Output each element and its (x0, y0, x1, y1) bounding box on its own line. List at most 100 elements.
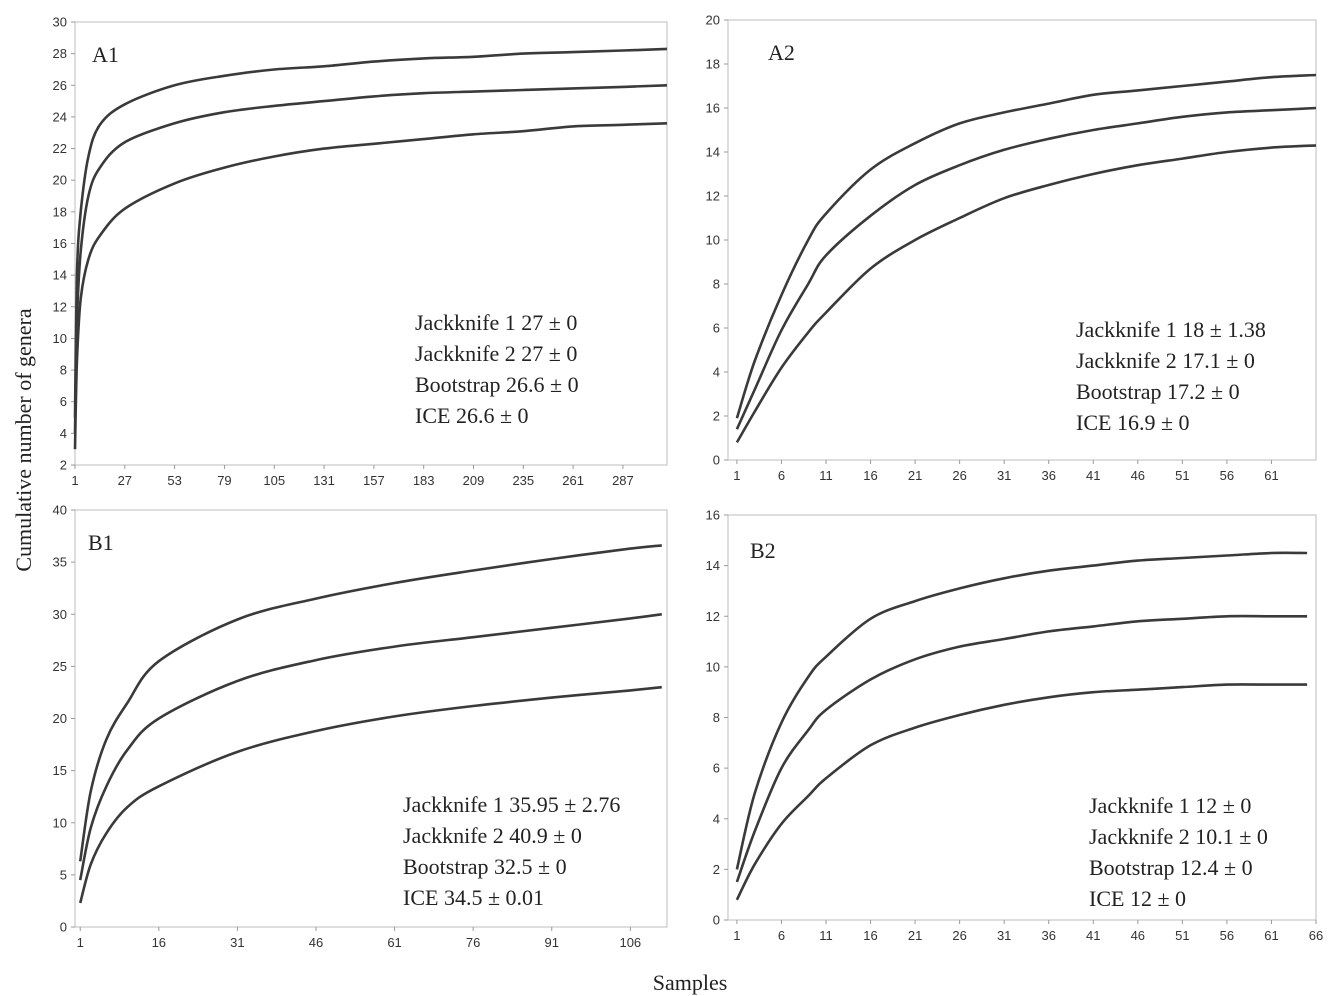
panel-label: B2 (750, 538, 776, 563)
x-axis-title: Samples (653, 970, 728, 995)
y-tick-label: 2 (713, 862, 720, 877)
lower-bound-curve (78, 685, 662, 904)
y-tick-label: 0 (713, 913, 720, 928)
y-tick-label: 10 (706, 659, 720, 674)
estimator-annotation: Jackknife 2 10.1 ± 0 (1089, 824, 1268, 849)
x-tick-label: 51 (1175, 468, 1189, 483)
x-tick-label: 131 (313, 473, 335, 488)
x-tick-label: 106 (619, 935, 641, 950)
y-tick-label: 20 (706, 13, 720, 28)
mean-curve (78, 613, 662, 881)
x-tick-label: 36 (1041, 928, 1055, 943)
estimator-annotation: Jackknife 2 27 ± 0 (415, 341, 577, 366)
panel-label: B1 (88, 530, 114, 555)
upper-bound-curve (73, 47, 668, 418)
x-tick-label: 41 (1086, 928, 1100, 943)
x-tick-label: 183 (413, 473, 435, 488)
mean-curve (735, 106, 1317, 430)
y-tick-label: 28 (53, 46, 67, 61)
y-tick-label: 6 (60, 394, 67, 409)
x-tick-label: 91 (545, 935, 559, 950)
estimator-annotation: Jackknife 1 35.95 ± 2.76 (403, 792, 620, 817)
y-tick-label: 10 (53, 331, 67, 346)
y-tick-label: 35 (53, 555, 67, 570)
x-tick-label: 41 (1086, 468, 1100, 483)
y-tick-label: 4 (713, 811, 720, 826)
x-tick-label: 31 (230, 935, 244, 950)
y-tick-label: 5 (60, 867, 67, 882)
y-tick-label: 8 (713, 710, 720, 725)
estimator-annotation: Jackknife 1 18 ± 1.38 (1076, 317, 1266, 342)
y-tick-label: 12 (706, 189, 720, 204)
x-tick-label: 16 (152, 935, 166, 950)
x-tick-label: 61 (1264, 468, 1278, 483)
y-axis-title: Cumulative number of genera (11, 308, 36, 572)
x-tick-label: 56 (1220, 468, 1234, 483)
x-tick-label: 26 (952, 468, 966, 483)
plot-frame (74, 509, 668, 928)
y-tick-label: 6 (713, 321, 720, 336)
panel-label: A1 (92, 42, 119, 67)
y-tick-label: 12 (53, 299, 67, 314)
y-tick-label: 0 (713, 453, 720, 468)
estimator-annotation: Bootstrap 32.5 ± 0 (403, 854, 567, 879)
x-tick-label: 46 (1131, 928, 1145, 943)
estimator-annotation: ICE 16.9 ± 0 (1076, 410, 1190, 435)
x-tick-label: 1 (71, 473, 78, 488)
x-tick-label: 46 (1131, 468, 1145, 483)
x-tick-label: 1 (733, 928, 740, 943)
x-tick-label: 209 (463, 473, 485, 488)
estimator-annotation: Jackknife 1 27 ± 0 (415, 310, 577, 335)
estimator-annotation: Jackknife 1 12 ± 0 (1089, 793, 1251, 818)
y-tick-label: 4 (60, 426, 67, 441)
y-tick-label: 15 (53, 763, 67, 778)
x-tick-label: 79 (217, 473, 231, 488)
y-tick-label: 4 (713, 365, 720, 380)
x-tick-label: 1 (733, 468, 740, 483)
x-tick-label: 105 (263, 473, 285, 488)
y-tick-label: 18 (706, 57, 720, 72)
upper-bound-curve (78, 544, 662, 862)
lower-bound-curve (73, 122, 668, 450)
x-tick-label: 21 (908, 468, 922, 483)
x-tick-label: 61 (1264, 928, 1278, 943)
y-tick-label: 14 (706, 558, 720, 573)
y-tick-label: 30 (53, 15, 67, 30)
x-tick-label: 26 (952, 928, 966, 943)
x-tick-label: 6 (778, 468, 785, 483)
x-tick-label: 31 (997, 928, 1011, 943)
x-tick-label: 287 (612, 473, 634, 488)
x-tick-label: 31 (997, 468, 1011, 483)
estimator-annotation: Jackknife 2 40.9 ± 0 (403, 823, 582, 848)
x-tick-label: 36 (1041, 468, 1055, 483)
y-tick-label: 6 (713, 761, 720, 776)
y-tick-label: 8 (713, 277, 720, 292)
y-tick-label: 30 (53, 607, 67, 622)
y-tick-label: 0 (60, 920, 67, 935)
y-tick-label: 16 (706, 508, 720, 523)
y-tick-label: 2 (713, 409, 720, 424)
x-tick-label: 11 (819, 928, 833, 943)
y-tick-label: 14 (53, 268, 67, 283)
y-tick-label: 12 (706, 609, 720, 624)
x-tick-label: 6 (778, 928, 785, 943)
y-tick-label: 10 (53, 815, 67, 830)
estimator-annotation: Bootstrap 26.6 ± 0 (415, 372, 579, 397)
lower-bound-curve (735, 144, 1317, 444)
x-tick-label: 21 (908, 928, 922, 943)
lower-bound-curve (735, 683, 1308, 901)
x-tick-label: 56 (1220, 928, 1234, 943)
y-tick-label: 20 (53, 711, 67, 726)
x-tick-label: 16 (863, 468, 877, 483)
mean-curve (735, 614, 1308, 883)
upper-bound-curve (735, 551, 1308, 870)
y-tick-label: 26 (53, 78, 67, 93)
x-tick-label: 46 (309, 935, 323, 950)
y-tick-label: 2 (60, 458, 67, 473)
x-tick-label: 261 (562, 473, 584, 488)
